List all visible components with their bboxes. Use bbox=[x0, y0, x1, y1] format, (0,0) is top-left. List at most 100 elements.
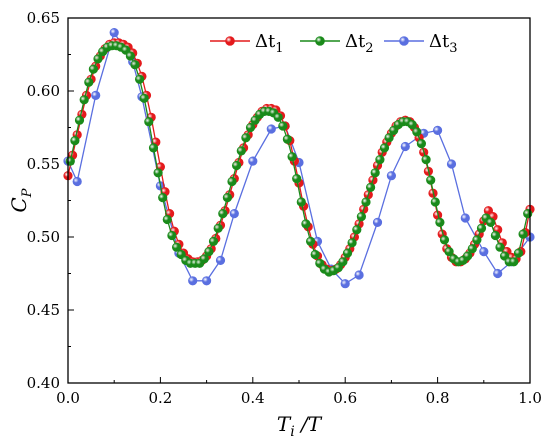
data-point-dt2 bbox=[213, 223, 223, 233]
data-point-dt2 bbox=[84, 77, 94, 87]
y-axis-title: CP bbox=[7, 188, 35, 212]
x-axis-title: Ti /T bbox=[277, 412, 323, 440]
data-point-dt2 bbox=[379, 143, 390, 153]
series-dt1 bbox=[63, 38, 535, 276]
data-point-dt2 bbox=[495, 242, 505, 252]
data-point-dt2 bbox=[523, 209, 533, 219]
data-point-dt2 bbox=[162, 214, 172, 225]
x-tick-label: 0.2 bbox=[148, 389, 172, 407]
data-point-dt2 bbox=[384, 133, 394, 143]
y-axis-title-main: C bbox=[7, 197, 31, 212]
data-point-dt2 bbox=[278, 121, 288, 131]
data-point-dt3 bbox=[433, 125, 443, 135]
data-point-dt2 bbox=[513, 248, 524, 258]
data-point-dt2 bbox=[199, 254, 209, 264]
data-point-dt2 bbox=[227, 176, 237, 187]
data-point-dt3 bbox=[188, 276, 198, 286]
data-point-dt2 bbox=[88, 64, 98, 74]
data-point-dt2 bbox=[282, 134, 293, 144]
legend-swatch-marker bbox=[225, 36, 235, 46]
plot-frame bbox=[67, 17, 531, 384]
data-point-dt2 bbox=[222, 193, 232, 203]
x-tick-label: 0.4 bbox=[241, 389, 265, 407]
data-point-dt2 bbox=[476, 223, 487, 233]
data-point-dt2 bbox=[463, 251, 473, 261]
data-point-dt3 bbox=[72, 176, 82, 187]
data-point-dt2 bbox=[241, 133, 251, 143]
y-tick-label: 0.45 bbox=[27, 301, 60, 319]
data-point-dt2 bbox=[338, 257, 348, 267]
data-point-dt2 bbox=[139, 93, 149, 103]
x-axis-title-tail: /T bbox=[295, 412, 323, 436]
data-point-dt2 bbox=[135, 74, 145, 84]
data-point-dt2 bbox=[292, 174, 302, 184]
data-point-dt3 bbox=[266, 124, 276, 134]
data-point-dt3 bbox=[354, 270, 364, 280]
data-point-dt2 bbox=[518, 229, 528, 239]
data-point-dt3 bbox=[91, 90, 101, 100]
data-point-dt2 bbox=[245, 122, 256, 133]
data-point-dt2 bbox=[356, 212, 367, 222]
data-point-dt2 bbox=[439, 235, 450, 245]
x-axis-title-main: T bbox=[277, 412, 292, 436]
tick-labels: 0.0 0.2 0.4 0.6 0.8 1.0 0.40 0.45 0.50 0.55 0.60 0.… bbox=[27, 9, 542, 407]
data-point-dt2 bbox=[490, 230, 501, 241]
data-point-dt3 bbox=[400, 141, 410, 152]
y-tick-label: 0.60 bbox=[27, 82, 60, 100]
x-tick-label: 0.6 bbox=[333, 389, 357, 407]
data-point-dt2 bbox=[407, 119, 417, 130]
data-point-dt3 bbox=[340, 279, 350, 289]
data-point-dt3 bbox=[460, 213, 470, 223]
x-tick-label: 0.0 bbox=[56, 389, 80, 407]
series-layer bbox=[63, 27, 535, 289]
x-axis-title-sub: i bbox=[290, 424, 294, 440]
data-point-dt2 bbox=[426, 175, 436, 185]
legend-label-main: Δt bbox=[255, 31, 276, 52]
legend-label: Δt2 bbox=[345, 31, 374, 56]
data-point-dt2 bbox=[236, 146, 246, 156]
data-point-dt2 bbox=[509, 257, 519, 267]
data-point-dt3 bbox=[386, 171, 397, 181]
data-point-dt2 bbox=[158, 193, 168, 203]
data-point-dt2 bbox=[167, 230, 177, 241]
y-tick-label: 0.50 bbox=[27, 228, 60, 246]
legend-label-sub: 2 bbox=[365, 41, 373, 56]
data-point-dt2 bbox=[412, 127, 422, 137]
data-point-dt3 bbox=[109, 27, 119, 38]
data-point-dt2 bbox=[375, 155, 385, 165]
data-point-dt2 bbox=[232, 160, 242, 171]
y-tick-label: 0.40 bbox=[27, 374, 60, 392]
legend-item-dt3: Δt3 bbox=[384, 31, 458, 56]
y-axis-title-sub: P bbox=[20, 188, 35, 198]
data-point-dt2 bbox=[472, 235, 482, 245]
legend-swatch-marker bbox=[399, 36, 409, 46]
data-point-dt2 bbox=[287, 152, 297, 162]
data-point-dt2 bbox=[347, 238, 357, 248]
data-point-dt2 bbox=[296, 197, 306, 207]
data-point-dt3 bbox=[248, 156, 258, 166]
data-point-dt2 bbox=[444, 247, 454, 257]
data-point-dt2 bbox=[310, 249, 320, 260]
data-point-dt2 bbox=[130, 60, 140, 70]
legend-label: Δt1 bbox=[255, 31, 284, 56]
data-point-dt2 bbox=[306, 236, 316, 246]
data-point-dt2 bbox=[273, 112, 283, 122]
data-point-dt2 bbox=[421, 155, 431, 165]
data-point-dt2 bbox=[352, 225, 362, 235]
data-point-dt2 bbox=[93, 54, 103, 64]
data-point-dt2 bbox=[486, 217, 496, 227]
x-tick-label: 1.0 bbox=[518, 389, 542, 407]
data-point-dt3 bbox=[493, 268, 503, 279]
data-point-dt3 bbox=[202, 276, 212, 286]
legend-label: Δt3 bbox=[429, 31, 458, 56]
data-point-dt2 bbox=[74, 115, 85, 125]
data-point-dt2 bbox=[172, 242, 182, 252]
y-tick-label: 0.55 bbox=[27, 155, 60, 173]
data-point-dt2 bbox=[467, 244, 477, 254]
data-point-dt2 bbox=[144, 117, 154, 127]
data-point-dt2 bbox=[70, 136, 80, 146]
legend-item-dt1: Δt1 bbox=[210, 31, 284, 56]
legend-item-dt2: Δt2 bbox=[300, 31, 374, 56]
legend-swatch-marker bbox=[315, 36, 325, 46]
